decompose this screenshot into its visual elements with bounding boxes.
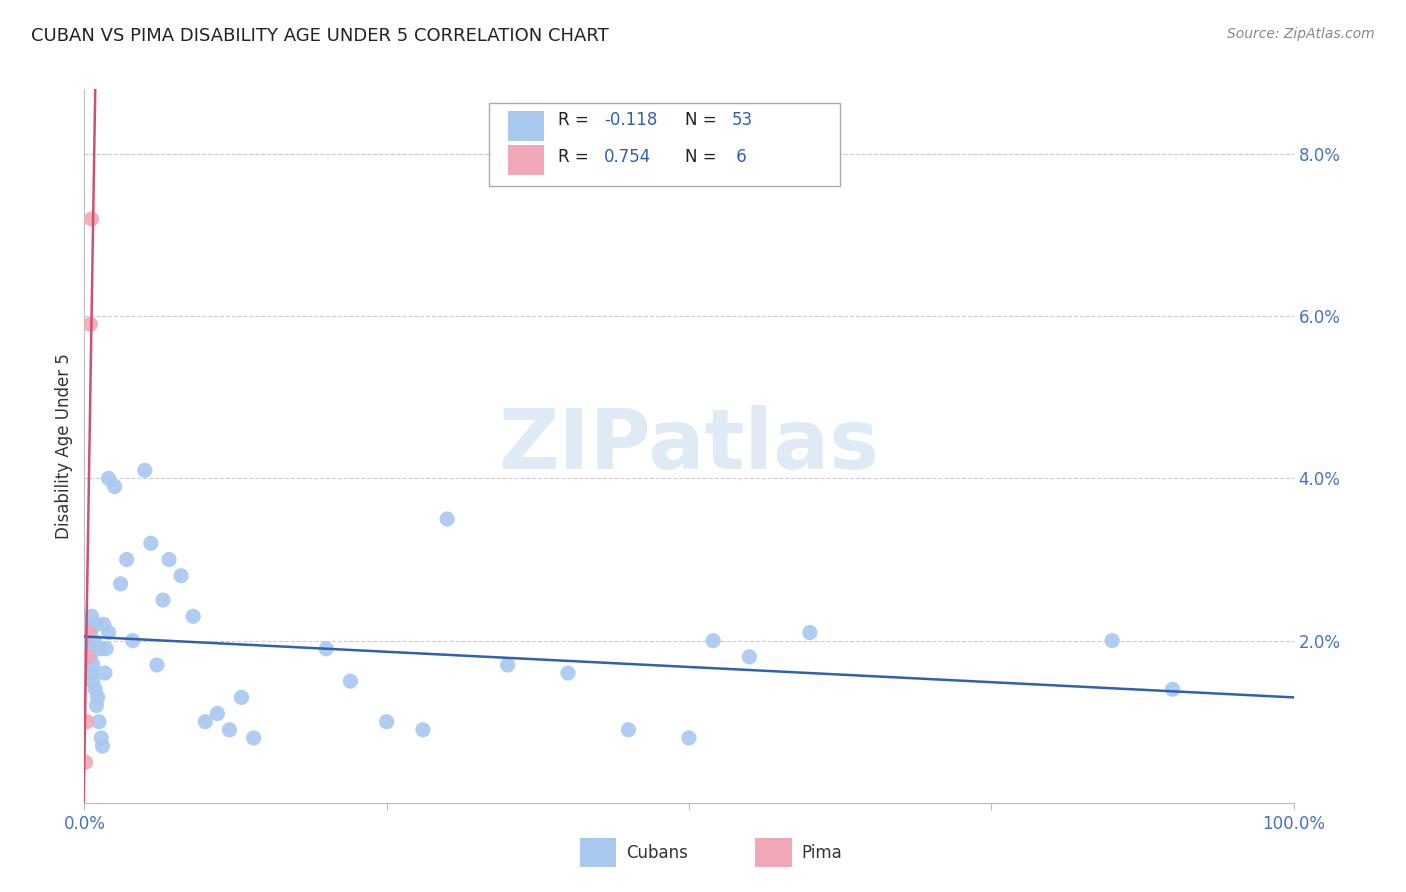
- Point: [104, 479, 127, 493]
- FancyBboxPatch shape: [489, 103, 841, 186]
- Text: -0.118: -0.118: [605, 111, 658, 128]
- Text: ZIPatlas: ZIPatlas: [499, 406, 879, 486]
- Y-axis label: Disability Age Under 5: Disability Age Under 5: [55, 353, 73, 539]
- Point: [678, 731, 700, 745]
- Point: [94, 666, 117, 681]
- Point: [121, 633, 143, 648]
- Point: [79, 649, 101, 664]
- Point: [315, 641, 337, 656]
- Point: [799, 625, 821, 640]
- Point: [75, 756, 97, 770]
- Point: [77, 617, 100, 632]
- Point: [83, 633, 105, 648]
- Text: N =: N =: [685, 111, 723, 128]
- Text: N =: N =: [685, 148, 723, 166]
- Point: [93, 617, 115, 632]
- Text: Pima: Pima: [801, 844, 842, 862]
- Point: [115, 552, 138, 566]
- Text: Cubans: Cubans: [626, 844, 688, 862]
- Point: [89, 641, 111, 656]
- Point: [91, 739, 114, 753]
- Point: [617, 723, 640, 737]
- Point: [86, 698, 108, 713]
- Point: [496, 657, 519, 672]
- Point: [97, 625, 120, 640]
- Point: [181, 609, 204, 624]
- Point: [82, 657, 104, 672]
- Point: [82, 674, 104, 689]
- Bar: [508, 111, 544, 141]
- Point: [194, 714, 217, 729]
- Bar: [508, 145, 544, 175]
- Text: Source: ZipAtlas.com: Source: ZipAtlas.com: [1227, 27, 1375, 41]
- Point: [86, 617, 108, 632]
- Point: [412, 723, 434, 737]
- Point: [146, 657, 169, 672]
- Point: [152, 593, 174, 607]
- Point: [231, 690, 253, 705]
- Point: [242, 731, 264, 745]
- Text: 6: 6: [731, 148, 747, 166]
- Point: [80, 666, 103, 681]
- Point: [339, 674, 361, 689]
- Point: [557, 666, 579, 681]
- Point: [170, 568, 193, 582]
- Point: [90, 731, 112, 745]
- Point: [79, 318, 101, 332]
- Point: [375, 714, 398, 729]
- Point: [436, 512, 458, 526]
- Point: [738, 649, 761, 664]
- Point: [1161, 682, 1184, 697]
- Point: [76, 714, 98, 729]
- Text: R =: R =: [558, 111, 595, 128]
- Point: [79, 625, 101, 640]
- Text: 0.754: 0.754: [605, 148, 651, 166]
- Text: CUBAN VS PIMA DISABILITY AGE UNDER 5 CORRELATION CHART: CUBAN VS PIMA DISABILITY AGE UNDER 5 COR…: [31, 27, 609, 45]
- Bar: [755, 838, 792, 867]
- Point: [77, 625, 100, 640]
- Point: [157, 552, 180, 566]
- Point: [110, 577, 132, 591]
- Text: R =: R =: [558, 148, 595, 166]
- Point: [207, 706, 229, 721]
- Text: 53: 53: [731, 111, 752, 128]
- Point: [218, 723, 240, 737]
- Bar: [581, 838, 616, 867]
- Point: [97, 471, 120, 485]
- Point: [84, 682, 107, 697]
- Point: [139, 536, 162, 550]
- Point: [77, 641, 100, 656]
- Point: [86, 690, 108, 705]
- Point: [1101, 633, 1123, 648]
- Point: [702, 633, 724, 648]
- Point: [94, 641, 117, 656]
- Point: [76, 633, 98, 648]
- Point: [134, 463, 156, 477]
- Point: [80, 211, 103, 226]
- Point: [87, 714, 110, 729]
- Point: [77, 649, 100, 664]
- Point: [80, 609, 103, 624]
